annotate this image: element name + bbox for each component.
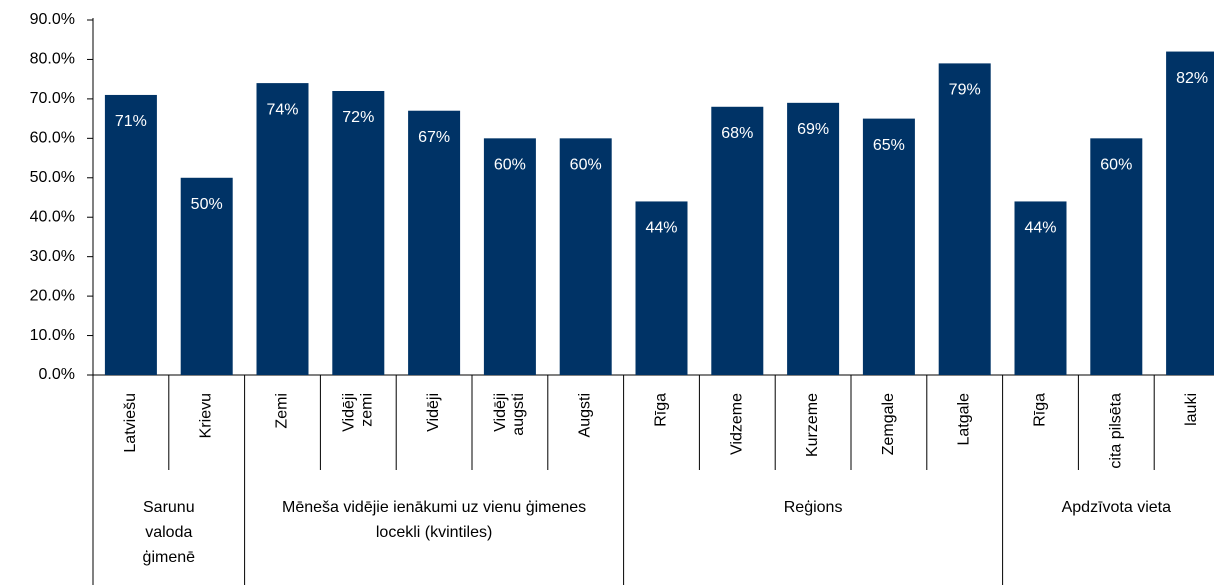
bar xyxy=(1166,51,1214,376)
group-label: Reģions xyxy=(784,498,843,516)
y-tick-label: 10.0% xyxy=(30,327,75,344)
x-tick-label: Zemi xyxy=(274,393,291,429)
data-label: 44% xyxy=(645,220,677,237)
data-label: 79% xyxy=(949,82,981,99)
data-label: 60% xyxy=(570,157,602,174)
y-tick-label: 30.0% xyxy=(30,248,75,265)
data-label: 67% xyxy=(418,129,450,146)
data-label: 50% xyxy=(191,196,223,213)
bar xyxy=(711,106,764,376)
y-tick-label: 20.0% xyxy=(30,287,75,304)
x-tick-label: lauki xyxy=(1183,393,1200,426)
x-tick-label: cita pilsēta xyxy=(1108,393,1125,469)
data-label: 60% xyxy=(1100,157,1132,174)
y-tick-label: 90.0% xyxy=(30,11,75,28)
x-tick-label: Augsti xyxy=(577,393,594,437)
data-label: 72% xyxy=(342,109,374,126)
bar xyxy=(483,138,536,375)
bar xyxy=(180,177,233,375)
y-tick-label: 0.0% xyxy=(39,366,75,383)
bar xyxy=(332,91,385,375)
bar xyxy=(1090,138,1143,375)
bar xyxy=(635,201,688,375)
group-label: Sarunu valoda ģimenē xyxy=(143,499,196,566)
x-tick-label: Vidējiaugsti xyxy=(492,393,527,436)
x-tick-label: Vidējizemi xyxy=(341,393,376,432)
data-label: 71% xyxy=(115,113,147,130)
x-tick-label: Vidēji xyxy=(425,393,442,432)
x-tick-label: Vidzeme xyxy=(729,393,746,455)
x-tick-label: Latgale xyxy=(956,393,973,446)
bar xyxy=(787,102,840,375)
x-tick-label: Krievu xyxy=(198,393,215,438)
bar xyxy=(256,83,309,375)
data-label: 60% xyxy=(494,157,526,174)
data-label: 68% xyxy=(721,125,753,142)
x-tick-label: Rīga xyxy=(653,393,670,427)
bar xyxy=(1014,201,1067,375)
data-label: 69% xyxy=(797,121,829,138)
x-tick-label: Latviešu xyxy=(122,393,139,453)
bar xyxy=(938,63,991,376)
y-tick-label: 70.0% xyxy=(30,90,75,107)
data-label: 82% xyxy=(1176,70,1208,87)
y-tick-label: 40.0% xyxy=(30,208,75,225)
y-tick-label: 60.0% xyxy=(30,130,75,147)
bar xyxy=(104,94,157,375)
group-label: Apdzīvota vieta xyxy=(1062,499,1172,516)
group-label: Mēneša vidējie ienākumi uz vienu ģimenes… xyxy=(282,498,586,541)
data-label: 74% xyxy=(266,101,298,118)
data-label: 44% xyxy=(1024,220,1056,237)
bar xyxy=(559,138,612,375)
data-label: 65% xyxy=(873,137,905,154)
x-tick-label: Zemgale xyxy=(880,393,897,455)
bar xyxy=(408,110,461,375)
x-tick-label: Kurzeme xyxy=(804,393,821,457)
x-tick-label: Rīga xyxy=(1032,393,1049,427)
y-tick-label: 80.0% xyxy=(30,51,75,68)
bar xyxy=(862,118,915,375)
y-tick-label: 50.0% xyxy=(30,169,75,186)
